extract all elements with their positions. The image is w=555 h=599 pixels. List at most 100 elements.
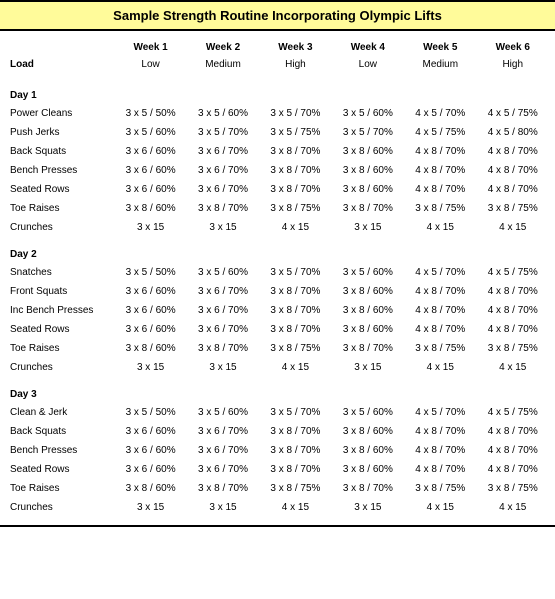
exercise-value: 4 x 8 / 70% — [476, 320, 549, 339]
header-week-4: Week 4 — [332, 39, 404, 56]
exercise-label: Back Squats — [6, 422, 114, 441]
table-row: Clean & Jerk3 x 5 / 50%3 x 5 / 60%3 x 5 … — [6, 403, 549, 422]
exercise-label: Bench Presses — [6, 441, 114, 460]
exercise-value: 4 x 8 / 70% — [404, 441, 476, 460]
exercise-value: 3 x 5 / 60% — [187, 263, 259, 282]
day-name-2: Day 2 — [6, 237, 549, 263]
exercise-value: 3 x 5 / 70% — [259, 403, 331, 422]
exercise-value: 3 x 5 / 50% — [114, 403, 186, 422]
exercise-value: 3 x 8 / 60% — [114, 199, 186, 218]
exercise-value: 3 x 8 / 75% — [404, 479, 476, 498]
header-row: Week 1Week 2Week 3Week 4Week 5Week 6 — [6, 39, 549, 56]
exercise-value: 3 x 8 / 60% — [332, 460, 404, 479]
exercise-value: 3 x 6 / 60% — [114, 282, 186, 301]
exercise-value: 3 x 5 / 70% — [187, 123, 259, 142]
header-week-5: Week 5 — [404, 39, 476, 56]
exercise-label: Push Jerks — [6, 123, 114, 142]
exercise-value: 3 x 8 / 75% — [476, 339, 549, 358]
exercise-label: Bench Presses — [6, 161, 114, 180]
exercise-value: 4 x 8 / 70% — [404, 180, 476, 199]
day-header-1: Day 1 — [6, 78, 549, 104]
exercise-value: 3 x 6 / 70% — [187, 460, 259, 479]
exercise-value: 3 x 8 / 60% — [332, 422, 404, 441]
exercise-value: 4 x 15 — [259, 218, 331, 237]
exercise-value: 3 x 6 / 70% — [187, 161, 259, 180]
exercise-value: 4 x 15 — [404, 218, 476, 237]
page-title: Sample Strength Routine Incorporating Ol… — [113, 8, 442, 23]
exercise-value: 4 x 15 — [259, 498, 331, 517]
table-row: Toe Raises3 x 8 / 60%3 x 8 / 70%3 x 8 / … — [6, 479, 549, 498]
exercise-value: 3 x 8 / 70% — [259, 301, 331, 320]
exercise-value: 3 x 5 / 70% — [332, 123, 404, 142]
exercise-value: 3 x 5 / 60% — [332, 403, 404, 422]
table-row: Inc Bench Presses3 x 6 / 60%3 x 6 / 70%3… — [6, 301, 549, 320]
table-row: Toe Raises3 x 8 / 60%3 x 8 / 70%3 x 8 / … — [6, 199, 549, 218]
exercise-value: 4 x 8 / 70% — [476, 301, 549, 320]
exercise-value: 3 x 5 / 75% — [259, 123, 331, 142]
exercise-value: 3 x 8 / 60% — [332, 142, 404, 161]
exercise-value: 4 x 5 / 75% — [476, 104, 549, 123]
exercise-value: 3 x 8 / 70% — [187, 339, 259, 358]
exercise-value: 4 x 8 / 70% — [476, 460, 549, 479]
exercise-value: 3 x 15 — [187, 218, 259, 237]
exercise-value: 3 x 6 / 60% — [114, 441, 186, 460]
table-row: Push Jerks3 x 5 / 60%3 x 5 / 70%3 x 5 / … — [6, 123, 549, 142]
day-header-2: Day 2 — [6, 237, 549, 263]
exercise-value: 4 x 15 — [476, 218, 549, 237]
exercise-value: 4 x 8 / 70% — [476, 441, 549, 460]
exercise-value: 4 x 8 / 70% — [476, 282, 549, 301]
exercise-value: 3 x 6 / 60% — [114, 180, 186, 199]
exercise-label: Seated Rows — [6, 180, 114, 199]
exercise-value: 3 x 8 / 75% — [404, 339, 476, 358]
day-name-3: Day 3 — [6, 377, 549, 403]
day-name-1: Day 1 — [6, 78, 549, 104]
exercise-value: 3 x 15 — [187, 358, 259, 377]
load-value-4: Low — [332, 56, 404, 78]
table-row: Back Squats3 x 6 / 60%3 x 6 / 70%3 x 8 /… — [6, 142, 549, 161]
routine-container: Sample Strength Routine Incorporating Ol… — [0, 0, 555, 527]
exercise-value: 3 x 8 / 70% — [187, 479, 259, 498]
exercise-value: 3 x 8 / 75% — [476, 199, 549, 218]
exercise-value: 4 x 15 — [476, 358, 549, 377]
exercise-value: 3 x 6 / 60% — [114, 161, 186, 180]
exercise-value: 3 x 8 / 60% — [114, 479, 186, 498]
exercise-value: 3 x 8 / 75% — [476, 479, 549, 498]
exercise-value: 4 x 15 — [404, 498, 476, 517]
exercise-value: 3 x 8 / 75% — [259, 479, 331, 498]
exercise-value: 3 x 8 / 75% — [259, 339, 331, 358]
exercise-label: Toe Raises — [6, 339, 114, 358]
exercise-value: 4 x 15 — [404, 358, 476, 377]
exercise-value: 4 x 8 / 70% — [404, 301, 476, 320]
exercise-value: 4 x 8 / 70% — [404, 320, 476, 339]
table-row: Toe Raises3 x 8 / 60%3 x 8 / 70%3 x 8 / … — [6, 339, 549, 358]
exercise-value: 3 x 6 / 60% — [114, 320, 186, 339]
header-week-6: Week 6 — [476, 39, 549, 56]
exercise-value: 3 x 6 / 70% — [187, 301, 259, 320]
exercise-value: 3 x 6 / 60% — [114, 422, 186, 441]
exercise-value: 3 x 5 / 60% — [187, 403, 259, 422]
exercise-value: 3 x 5 / 50% — [114, 263, 186, 282]
exercise-value: 3 x 15 — [332, 218, 404, 237]
exercise-value: 3 x 8 / 70% — [332, 339, 404, 358]
exercise-value: 3 x 5 / 60% — [114, 123, 186, 142]
exercise-value: 4 x 8 / 70% — [476, 142, 549, 161]
load-value-1: Low — [114, 56, 186, 78]
exercise-value: 4 x 8 / 70% — [404, 282, 476, 301]
exercise-value: 3 x 5 / 60% — [332, 104, 404, 123]
exercise-value: 3 x 5 / 50% — [114, 104, 186, 123]
exercise-value: 3 x 5 / 70% — [259, 104, 331, 123]
exercise-value: 4 x 8 / 70% — [404, 422, 476, 441]
table-row: Snatches3 x 5 / 50%3 x 5 / 60%3 x 5 / 70… — [6, 263, 549, 282]
exercise-value: 3 x 5 / 60% — [187, 104, 259, 123]
exercise-value: 3 x 8 / 70% — [259, 161, 331, 180]
exercise-value: 3 x 8 / 75% — [404, 199, 476, 218]
exercise-label: Seated Rows — [6, 460, 114, 479]
exercise-label: Crunches — [6, 498, 114, 517]
title-bar: Sample Strength Routine Incorporating Ol… — [0, 0, 555, 31]
exercise-value: 3 x 8 / 75% — [259, 199, 331, 218]
exercise-value: 3 x 5 / 70% — [259, 263, 331, 282]
exercise-value: 3 x 8 / 70% — [259, 441, 331, 460]
header-empty — [6, 39, 114, 56]
exercise-label: Toe Raises — [6, 199, 114, 218]
exercise-label: Front Squats — [6, 282, 114, 301]
